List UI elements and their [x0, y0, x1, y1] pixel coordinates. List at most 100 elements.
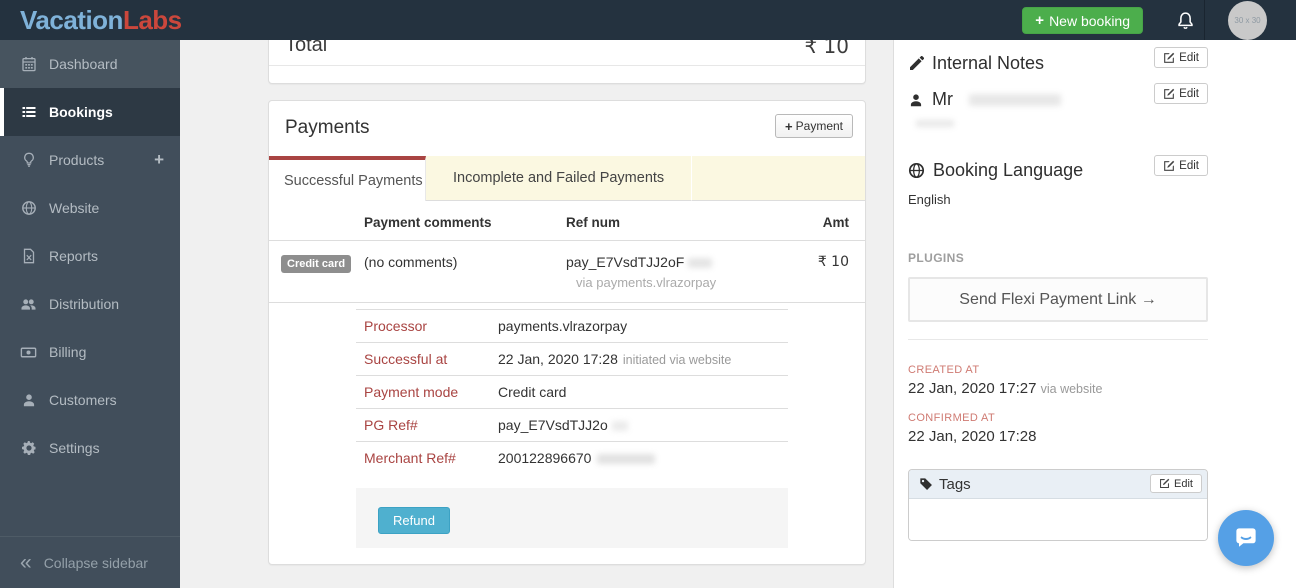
sidebar-item-label: Settings [49, 440, 100, 456]
avatar-placeholder-text: 30 x 30 [1234, 16, 1261, 25]
tag-icon [919, 477, 933, 491]
sidebar-item-label: Billing [49, 344, 87, 360]
confirmed-at-value: 22 Jan, 2020 17:28 [908, 428, 1037, 445]
redacted-text [597, 454, 656, 465]
send-flexi-payment-link-button[interactable]: Send Flexi Payment Link → [908, 277, 1208, 322]
sidebar-item-settings[interactable]: Settings [0, 424, 180, 472]
tags-body [909, 499, 1207, 540]
header-ref-num: Ref num [566, 215, 620, 230]
created-at-note: via website [1040, 382, 1103, 396]
payment-method-badge: Credit card [281, 255, 352, 273]
plus-icon: + [1035, 12, 1045, 29]
payment-ref-value: pay_E7VsdTJJ2oF [566, 254, 685, 270]
plugins-label: PLUGINS [908, 251, 965, 265]
customer-name-label: Mr [932, 89, 953, 109]
detail-label: Payment mode [364, 384, 459, 400]
detail-value: 22 Jan, 2020 17:28 [498, 351, 618, 367]
edit-customer-button[interactable]: Edit [1154, 83, 1208, 104]
edit-icon [1164, 88, 1175, 99]
sidebar-item-label: Dashboard [49, 56, 118, 72]
main-sidebar: Dashboard Bookings Products + Website Re… [0, 40, 180, 588]
detail-row-successful-at: Successful at 22 Jan, 2020 17:28 initiate… [356, 343, 788, 376]
redacted-text [916, 120, 954, 127]
new-booking-label: New booking [1049, 12, 1130, 29]
payment-ref-cell: pay_E7VsdTJJ2oF via payments.vlrazorpay [566, 254, 789, 290]
sidebar-item-label: Bookings [49, 104, 113, 120]
detail-label: Successful at [364, 351, 448, 367]
sidebar-item-billing[interactable]: Billing [0, 328, 180, 376]
user-avatar[interactable]: 30 x 30 [1228, 1, 1267, 40]
add-payment-button[interactable]: + Payment [775, 114, 853, 138]
redacted-text [969, 93, 1061, 106]
payments-title: Payments [285, 117, 370, 138]
booking-sidebar: Internal Notes Edit Mr Edit Booking Lang… [894, 40, 1296, 588]
detail-note: initiated via website [622, 353, 732, 367]
main-content-area: Total ₹ 10 Payments + Payment Successful… [180, 0, 893, 588]
collapse-sidebar-button[interactable]: « Collapse sidebar [0, 536, 180, 588]
sidebar-item-label: Distribution [49, 296, 120, 312]
edit-icon [1164, 160, 1175, 171]
chevron-double-left-icon: « [20, 550, 32, 574]
tab-successful-payments[interactable]: Successful Payments [269, 156, 426, 201]
detail-row-processor: Processor payments.vlrazorpay [356, 310, 788, 343]
calendar-icon [20, 56, 37, 73]
payments-table-header: Payment comments Ref num Amt [269, 201, 865, 241]
internal-notes-label: Internal Notes [932, 53, 1045, 73]
sidebar-item-label: Website [49, 200, 100, 216]
internal-notes-title: Internal Notes [908, 53, 1044, 74]
detail-label: Merchant Ref# [364, 450, 456, 466]
detail-label: Processor [364, 318, 428, 334]
detail-row-pg-ref: PG Ref# pay_E7VsdTJJ2o [356, 409, 788, 442]
detail-value: Credit card [498, 384, 567, 400]
navbar-divider [1204, 0, 1205, 40]
redacted-text [688, 258, 713, 269]
chat-widget-button[interactable] [1218, 510, 1274, 566]
user-icon [20, 392, 37, 409]
sidebar-item-reports[interactable]: Reports [0, 232, 180, 280]
sidebar-item-products[interactable]: Products + [0, 136, 180, 184]
payments-tabs: Successful Payments Incomplete and Faile… [269, 156, 865, 201]
notifications-bell-icon[interactable] [1173, 9, 1197, 33]
edit-label: Edit [1179, 159, 1199, 172]
customer-title: Mr [908, 89, 1061, 110]
plus-icon: + [785, 118, 793, 134]
sidebar-item-website[interactable]: Website [0, 184, 180, 232]
created-at-datetime: 22 Jan, 2020 17:27 [908, 380, 1037, 397]
booking-language-title: Booking Language [908, 160, 1083, 181]
list-icon [20, 104, 37, 121]
money-icon [20, 344, 37, 361]
tab-filler [692, 156, 865, 201]
edit-label: Edit [1179, 87, 1199, 100]
edit-tags-button[interactable]: Edit [1150, 474, 1202, 493]
edit-booking-language-button[interactable]: Edit [1154, 155, 1208, 176]
vacationlabs-logo[interactable]: VacationLabs [20, 5, 182, 36]
chat-bubble-icon [1236, 528, 1256, 547]
sidebar-item-bookings[interactable]: Bookings [0, 88, 180, 136]
payment-details-table: Processor payments.vlrazorpay Successful… [356, 309, 788, 474]
payments-panel: Payments + Payment Successful Payments I… [268, 100, 866, 565]
confirmed-at-label: CONFIRMED AT [908, 412, 996, 424]
sidebar-item-customers[interactable]: Customers [0, 376, 180, 424]
payment-row: Credit card (no comments) pay_E7VsdTJJ2o… [269, 241, 865, 303]
tab-incomplete-failed-payments[interactable]: Incomplete and Failed Payments [426, 156, 693, 201]
new-booking-button[interactable]: + New booking [1022, 7, 1143, 34]
detail-row-payment-mode: Payment mode Credit card [356, 376, 788, 409]
globe-icon [20, 200, 37, 217]
header-amt: Amt [822, 215, 849, 230]
booking-language-label: Booking Language [933, 160, 1084, 180]
detail-row-merchant-ref: Merchant Ref# 200122896670 [356, 442, 788, 474]
refund-button[interactable]: Refund [378, 507, 450, 534]
tags-title: Tags [939, 475, 971, 493]
sidebar-item-label: Reports [49, 248, 99, 264]
sidebar-item-dashboard[interactable]: Dashboard [0, 40, 180, 88]
edit-label: Edit [1179, 51, 1199, 64]
logo-part-labs: Labs [122, 5, 182, 35]
tab-label: Incomplete and Failed Payments [453, 170, 665, 186]
expand-plus-icon[interactable]: + [154, 150, 164, 169]
sidebar-item-distribution[interactable]: Distribution [0, 280, 180, 328]
logo-part-vacation: Vacation [20, 5, 123, 35]
tags-header: Tags Edit [909, 470, 1207, 499]
edit-internal-notes-button[interactable]: Edit [1154, 47, 1208, 68]
created-at-value: 22 Jan, 2020 17:27 via website [908, 380, 1102, 397]
top-navbar: VacationLabs + New booking 30 x 30 [0, 0, 1296, 40]
